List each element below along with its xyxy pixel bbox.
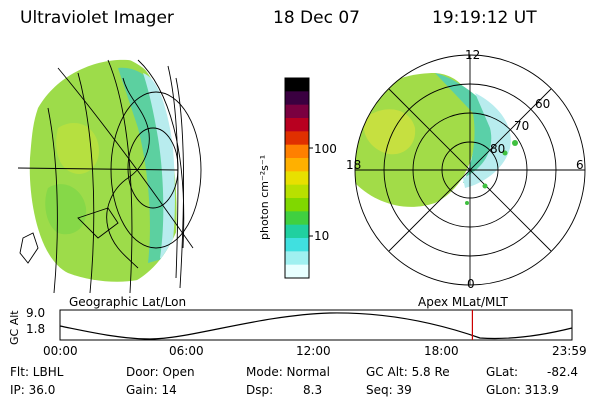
seq-info: Seq: 39 [366, 383, 412, 397]
door-info: Door: Open [126, 365, 195, 379]
lat-label-70: 70 [514, 119, 530, 133]
timeline-xtick-0: 00:00 [43, 344, 78, 358]
timeline-ytick-bottom: 1.8 [26, 322, 46, 336]
colorbar-segment [285, 251, 309, 266]
orbit-altitude-curve [59, 312, 573, 340]
colorbar-segment [285, 91, 309, 106]
date-label: 18 Dec 07 [273, 8, 360, 28]
colorbar-segment [285, 238, 309, 252]
colorbar-segment [285, 184, 309, 199]
mlt-label-12: 12 [465, 48, 481, 62]
colorbar-tick-10: 10 [314, 229, 330, 243]
colorbar-segment [285, 224, 309, 239]
colorbar-segment [285, 78, 309, 92]
left-panel-caption: Geographic Lat/Lon [69, 295, 187, 309]
colorbar-tick-100: 100 [314, 142, 337, 156]
timeline-ylabel: GC Alt [8, 310, 21, 345]
glon-info: GLon: 313.9 [486, 383, 559, 397]
right-panel-caption: Apex MLat/MLT [418, 295, 508, 309]
timeline-ytick-top: 9.0 [26, 306, 46, 320]
colorbar-segment [285, 158, 309, 172]
filter-info: Flt: LBHL [10, 365, 64, 379]
colorbar-segment [285, 118, 309, 132]
gain-info: Gain: 14 [126, 383, 177, 397]
time-label: 19:19:12 UT [432, 8, 537, 28]
glat-label: GLat: [486, 365, 519, 379]
gc-alt-info: GC Alt: 5.8 Re [366, 365, 450, 379]
colorbar-label: photon cm⁻²s⁻¹ [258, 154, 271, 240]
timeline-xtick-4: 23:59 [552, 344, 587, 358]
lat-label-60: 60 [535, 97, 551, 111]
colorbar [284, 77, 310, 279]
mlt-label-18: 18 [346, 158, 362, 172]
instrument-title: Ultraviolet Imager [20, 8, 174, 28]
colorbar-segment [285, 211, 309, 226]
geographic-map [17, 59, 202, 294]
dsp-value: 8.3 [303, 383, 323, 397]
colorbar-segment [285, 144, 309, 159]
glat-value: -82.4 [547, 365, 579, 379]
colorbar-ticks [309, 147, 313, 237]
colorbar-segment [285, 104, 309, 119]
lat-label-80: 80 [490, 142, 506, 156]
mlt-label-6: 6 [576, 158, 584, 172]
colorbar-segment [285, 131, 309, 146]
dsp-label: Dsp: [246, 383, 274, 397]
colorbar-segment [285, 198, 309, 212]
mlt-label-0: 0 [467, 277, 475, 291]
timeline-xtick-2: 12:00 [296, 344, 331, 358]
colorbar-segment [285, 264, 309, 279]
colorbar-segment [285, 171, 309, 186]
timeline-xtick-1: 06:00 [169, 344, 204, 358]
timeline-plot [59, 309, 573, 341]
timeline-xtick-3: 18:00 [424, 344, 459, 358]
mode-info: Mode: Normal [246, 365, 330, 379]
polar-map [354, 54, 586, 286]
ip-info: IP: 36.0 [10, 383, 56, 397]
